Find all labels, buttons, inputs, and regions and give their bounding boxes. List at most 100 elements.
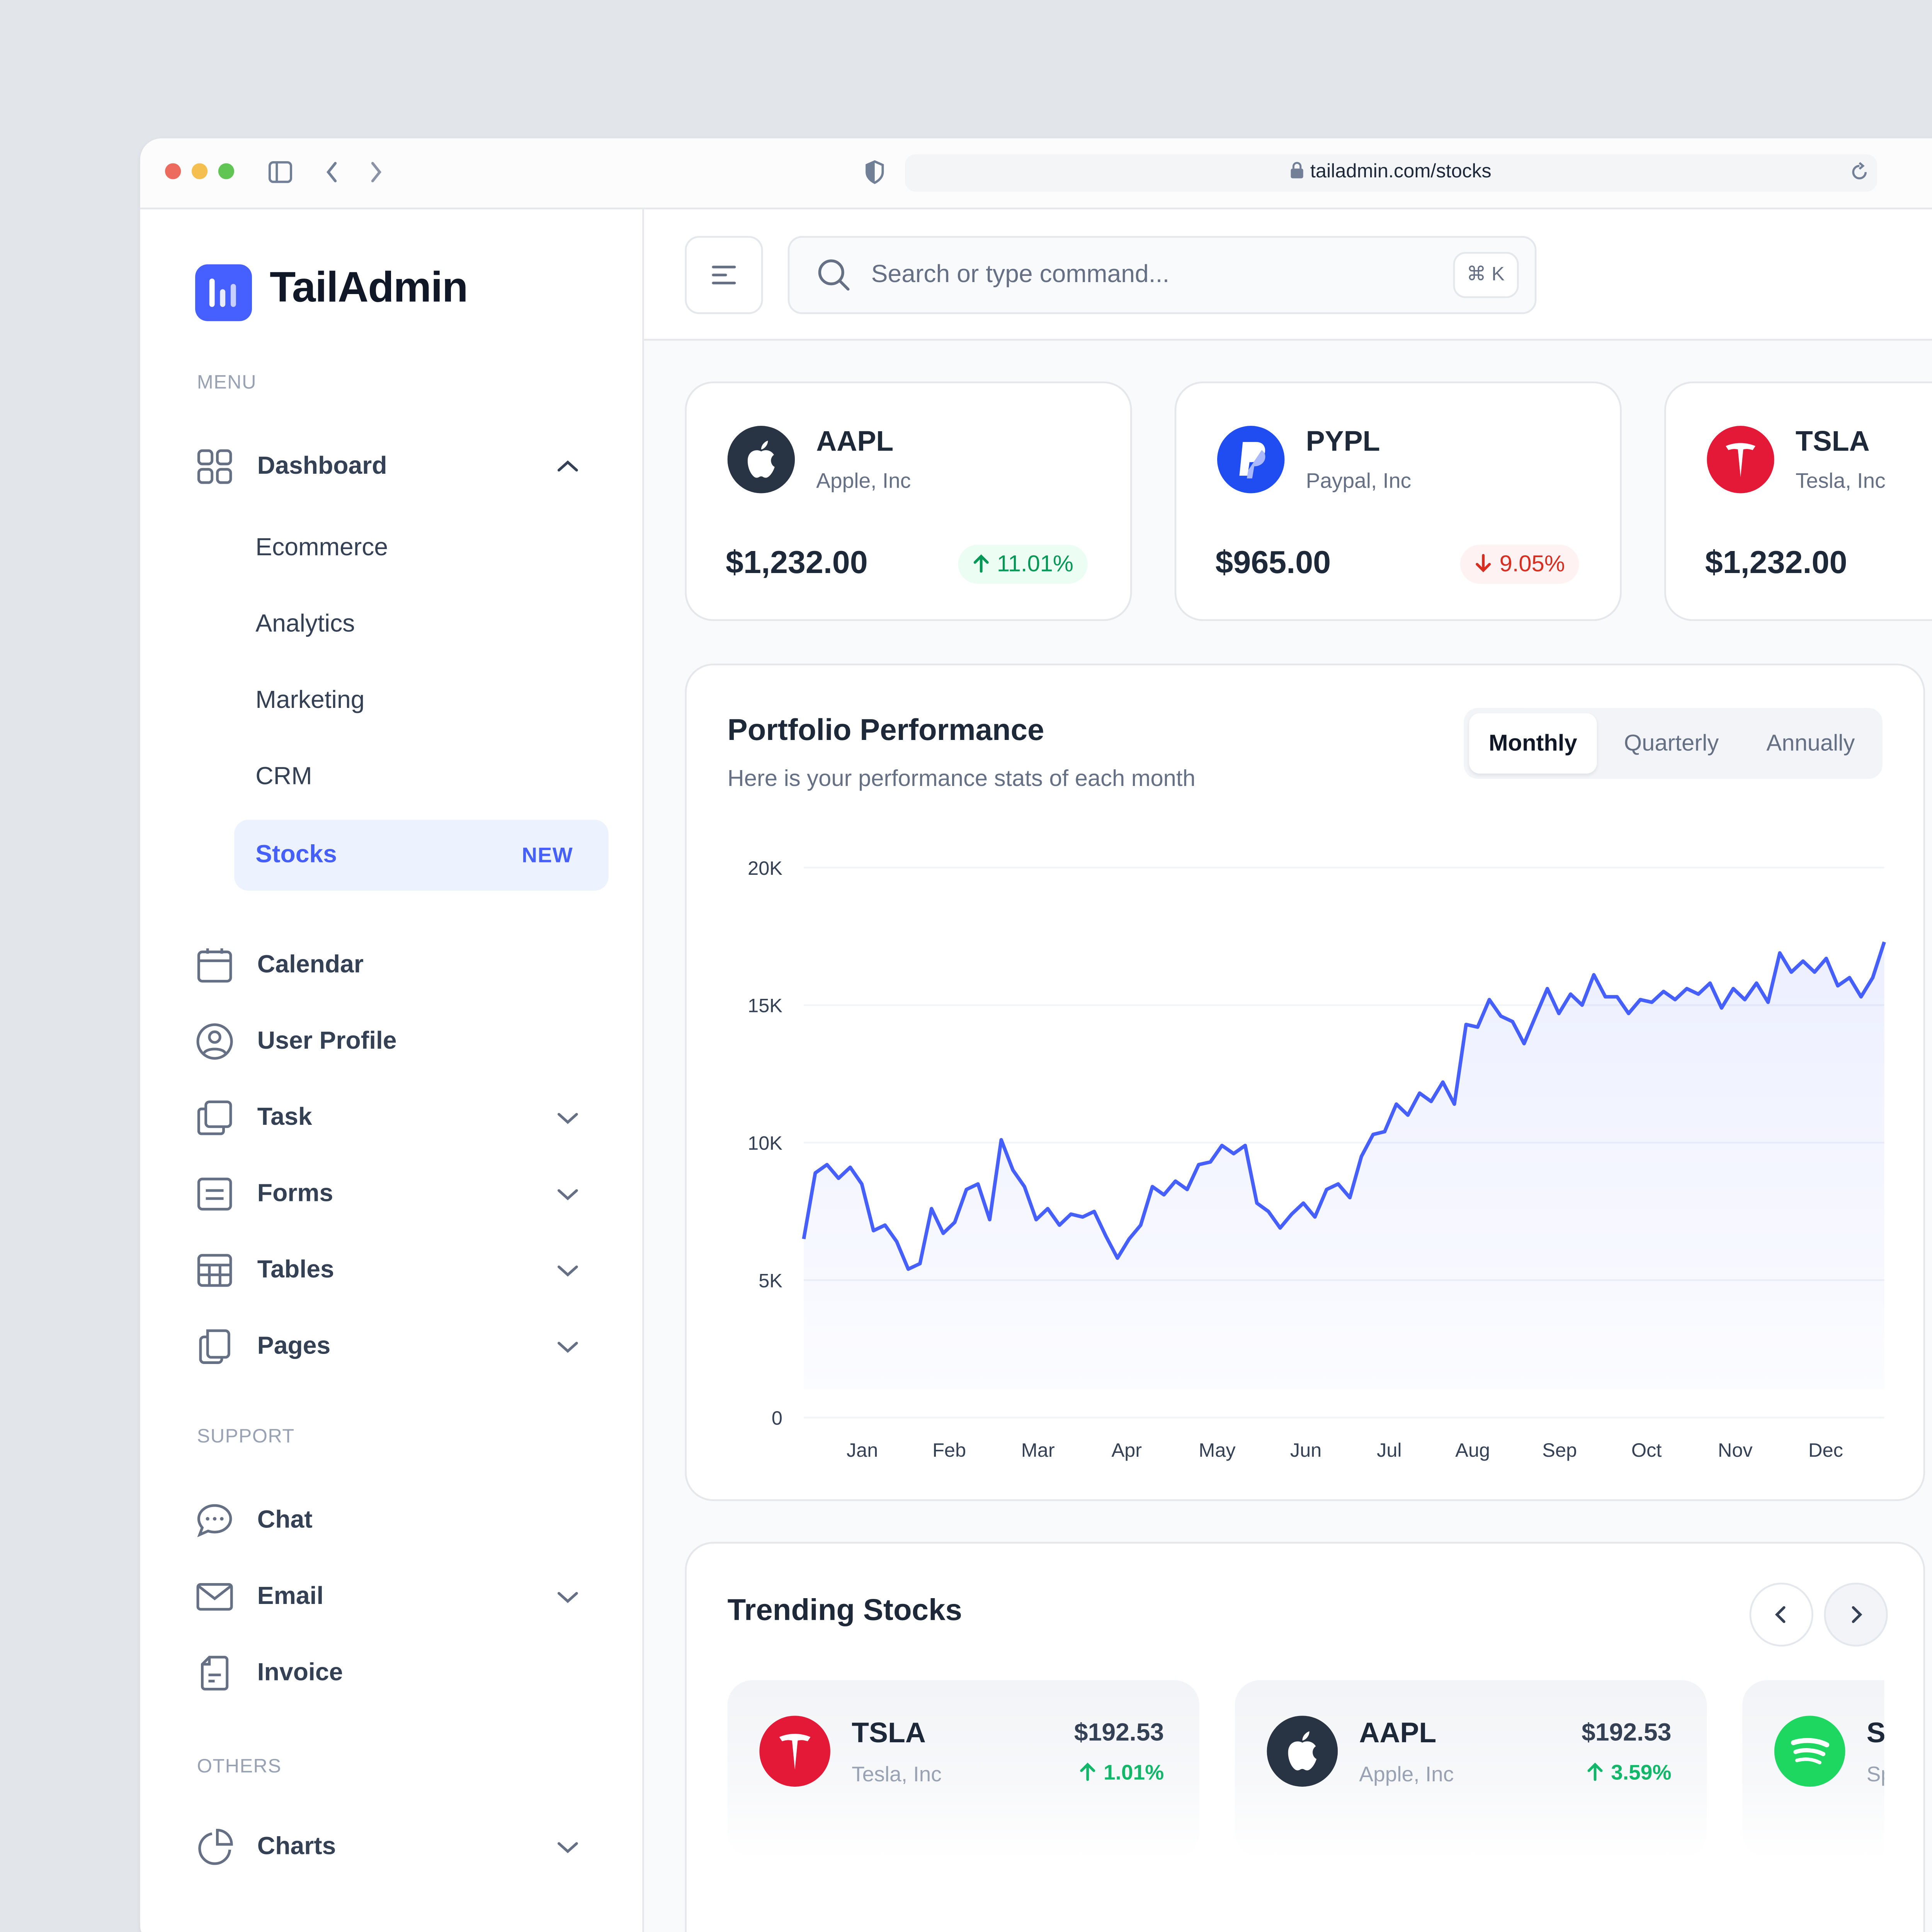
sidebar-subitem-stocks[interactable]: Stocks NEW xyxy=(234,820,609,891)
sidebar-toggle-button[interactable] xyxy=(685,236,763,314)
stock-card-pypl[interactable]: PYPL Paypal, Inc $965.00 9.05% xyxy=(1174,381,1622,621)
chevron-up-icon xyxy=(557,460,578,472)
search-input[interactable]: Search or type command... ⌘ K xyxy=(787,236,1537,314)
tab-monthly[interactable]: Monthly xyxy=(1469,713,1597,774)
sidebar-item-user-profile[interactable]: User Profile xyxy=(195,1010,589,1073)
main-content: Search or type command... ⌘ K Emirhan Bo… xyxy=(644,209,1932,1932)
change-value: 9.05% xyxy=(1499,550,1565,577)
period-switcher: Monthly Quarterly Annually xyxy=(1464,708,1883,779)
top-header: Search or type command... ⌘ K Emirhan Bo… xyxy=(644,209,1932,341)
svg-text:Dec: Dec xyxy=(1808,1439,1843,1461)
tsla-logo-icon xyxy=(759,1716,830,1787)
chevron-down-icon xyxy=(557,1592,578,1603)
stock-symbol: PYPL xyxy=(1306,427,1380,458)
sidebar-subitem-marketing[interactable]: Marketing xyxy=(234,665,609,736)
tab-quarterly[interactable]: Quarterly xyxy=(1624,729,1719,756)
forward-icon[interactable] xyxy=(367,160,385,184)
sidebar-item-label: Charts xyxy=(257,1831,336,1860)
svg-text:Jan: Jan xyxy=(847,1439,878,1461)
sidebar-subitem-label: Stocks xyxy=(255,839,337,868)
trending-card-tsla[interactable]: TSLA Tesla, Inc $192.53 1.01% xyxy=(727,1680,1200,1858)
sidebar-item-label: Task xyxy=(257,1102,312,1130)
stock-price: $192.53 xyxy=(1074,1717,1164,1746)
sidebar-item-label: Chat xyxy=(257,1504,313,1533)
sidebar-subitem-label: Analytics xyxy=(255,608,355,637)
search-placeholder: Search or type command... xyxy=(871,259,1170,287)
sidebar-item-label: Email xyxy=(257,1581,324,1609)
chevron-down-icon xyxy=(557,1342,578,1353)
portfolio-performance-card: Portfolio Performance Here is your perfo… xyxy=(685,663,1925,1501)
menu-group-label: MENU xyxy=(197,372,257,394)
trending-carousel: TSLA Tesla, Inc $192.53 1.01% AAPL Apple… xyxy=(727,1544,1884,1932)
shield-icon[interactable] xyxy=(864,160,885,184)
search-icon xyxy=(818,259,850,291)
brand-name: TailAdmin xyxy=(269,264,468,313)
stock-price: $1,232.00 xyxy=(726,544,868,580)
svg-text:15K: 15K xyxy=(748,995,782,1017)
stock-symbol: TSLA xyxy=(852,1719,926,1750)
address-bar[interactable]: tailadmin.com/stocks xyxy=(905,154,1878,192)
tsla-logo-icon xyxy=(1707,426,1774,493)
user-circle-icon xyxy=(196,1023,233,1060)
sidebar-item-charts[interactable]: Charts xyxy=(195,1815,589,1879)
sidebar-item-chat[interactable]: Chat xyxy=(195,1489,589,1553)
change-badge: 11.01% xyxy=(957,544,1088,584)
svg-text:Oct: Oct xyxy=(1631,1439,1662,1461)
sidebar-item-dashboard[interactable]: Dashboard xyxy=(195,435,589,498)
chevron-down-icon xyxy=(557,1265,578,1277)
sidebar-item-label: Tables xyxy=(257,1254,334,1283)
change-value: 11.01% xyxy=(997,550,1074,577)
sidebar-item-email[interactable]: Email xyxy=(195,1565,589,1629)
task-icon xyxy=(197,1100,232,1135)
svg-text:Aug: Aug xyxy=(1455,1439,1490,1461)
close-window-button[interactable] xyxy=(165,163,181,179)
company-name: Tesla, Inc xyxy=(852,1762,942,1787)
sidebar-toggle-icon[interactable] xyxy=(268,160,293,184)
stock-card-tsla[interactable]: TSLA Tesla, Inc $1,232.00 11.01% xyxy=(1664,381,1932,621)
carousel-next-button[interactable] xyxy=(1824,1582,1888,1647)
sidebar-item-calendar[interactable]: Calendar xyxy=(195,933,589,997)
company-name: Tesla, Inc xyxy=(1795,468,1886,493)
browser-toolbar: tailadmin.com/stocks xyxy=(140,138,1932,209)
trending-card-spot[interactable]: SPOT Spotify.com xyxy=(1742,1680,1884,1858)
sidebar-subitem-ecommerce[interactable]: Ecommerce xyxy=(234,513,609,584)
spot-logo-icon xyxy=(1774,1716,1845,1787)
carousel-prev-button[interactable] xyxy=(1749,1582,1813,1647)
stock-symbol: AAPL xyxy=(816,427,894,458)
sidebar-item-tables[interactable]: Tables xyxy=(195,1238,589,1302)
url-text: tailadmin.com/stocks xyxy=(1310,161,1492,183)
svg-text:Jul: Jul xyxy=(1377,1439,1402,1461)
portfolio-line-chart[interactable]: 0 5K 10K 15K 20K Jan Feb Mar Apr May Jun Jul Aug Sep O… xyxy=(687,665,1923,1499)
svg-text:Apr: Apr xyxy=(1111,1439,1142,1461)
maximize-window-button[interactable] xyxy=(218,163,235,179)
sidebar-item-task[interactable]: Task xyxy=(195,1086,589,1150)
change-badge: 9.05% xyxy=(1460,544,1579,584)
sidebar-item-invoice[interactable]: Invoice xyxy=(195,1641,589,1705)
menu-icon xyxy=(712,265,736,284)
browser-window: tailadmin.com/stocks TailAdmin MENU Dash… xyxy=(140,138,1932,1932)
back-icon[interactable] xyxy=(323,160,341,184)
svg-text:Nov: Nov xyxy=(1718,1439,1753,1461)
sidebar-item-label: Pages xyxy=(257,1330,331,1359)
sidebar-subitem-crm[interactable]: CRM xyxy=(234,742,609,813)
brand-logo-icon[interactable] xyxy=(195,264,252,321)
sidebar-item-pages[interactable]: Pages xyxy=(195,1315,589,1379)
trending-card-aapl[interactable]: AAPL Apple, Inc $192.53 3.59% xyxy=(1235,1680,1707,1858)
pie-chart-icon xyxy=(198,1828,233,1865)
chevron-down-icon xyxy=(557,1189,578,1201)
svg-text:Mar: Mar xyxy=(1021,1439,1055,1461)
svg-text:Feb: Feb xyxy=(932,1439,966,1461)
aapl-logo-icon xyxy=(727,426,795,493)
tab-annually[interactable]: Annually xyxy=(1766,729,1855,756)
stock-card-aapl[interactable]: AAPL Apple, Inc $1,232.00 11.01% xyxy=(685,381,1132,621)
stock-price: $965.00 xyxy=(1215,544,1331,580)
sidebar-subitem-label: Ecommerce xyxy=(255,532,388,561)
chevron-left-icon xyxy=(1775,1606,1786,1623)
svg-text:0: 0 xyxy=(772,1407,782,1429)
sidebar-subitem-analytics[interactable]: Analytics xyxy=(234,589,609,660)
sidebar-item-forms[interactable]: Forms xyxy=(195,1162,589,1226)
sidebar-item-label: Forms xyxy=(257,1178,333,1207)
minimize-window-button[interactable] xyxy=(191,163,208,179)
reload-icon[interactable] xyxy=(1849,162,1870,183)
